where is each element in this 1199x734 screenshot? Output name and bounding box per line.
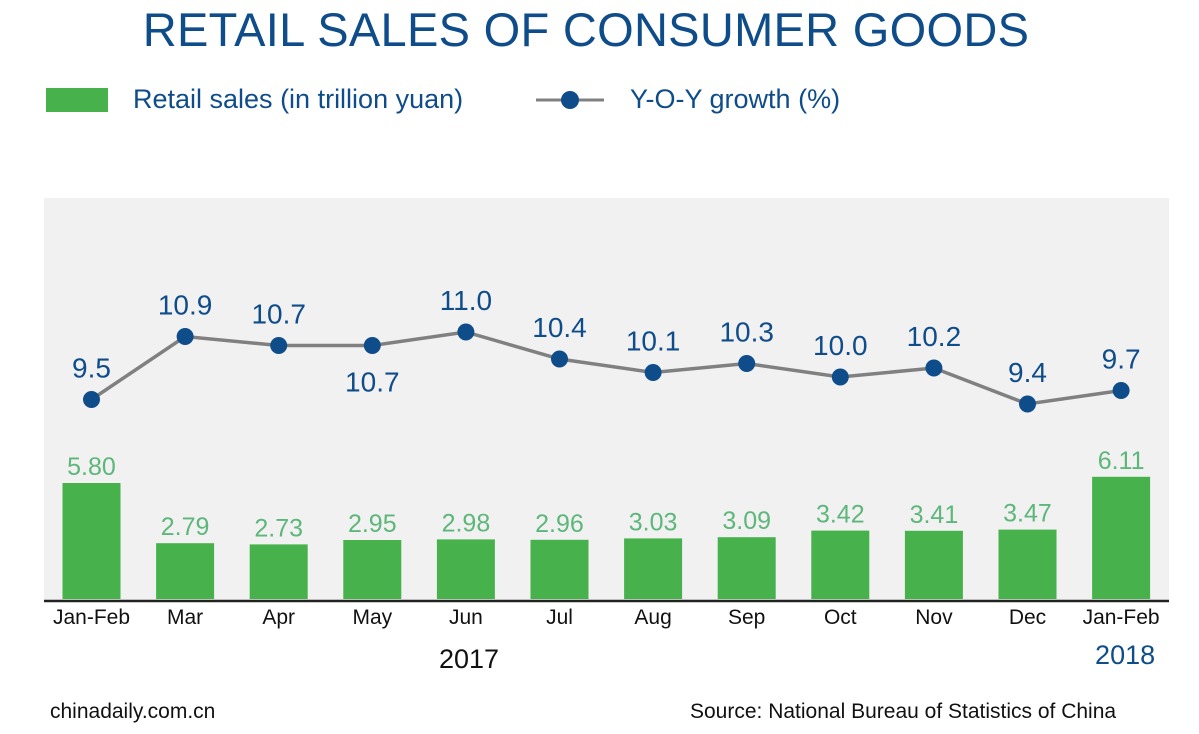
plot-background — [44, 198, 1169, 602]
x-tick-label: Dec — [1009, 606, 1046, 629]
bar-value-label: 5.80 — [67, 453, 116, 481]
bar — [904, 530, 963, 599]
bar — [624, 538, 683, 599]
x-tick-label: Nov — [915, 606, 953, 629]
bar-value-label: 3.47 — [1003, 500, 1052, 528]
growth-point — [457, 323, 475, 341]
x-tick-label: Jun — [449, 606, 483, 629]
bar-value-label: 3.03 — [629, 508, 678, 536]
chart-title: RETAIL SALES OF CONSUMER GOODS — [142, 3, 1030, 56]
bar — [436, 539, 495, 599]
growth-point — [83, 391, 100, 408]
bar-value-label: 2.95 — [348, 510, 397, 538]
bar — [717, 537, 776, 599]
growth-point — [644, 364, 662, 381]
x-tick-label: Jan-Feb — [53, 606, 130, 629]
bar — [249, 544, 308, 599]
x-tick-label: Apr — [262, 606, 295, 629]
growth-value-label: 10.7 — [251, 299, 306, 330]
growth-point — [925, 359, 943, 377]
growth-value-label: 10.1 — [626, 326, 681, 357]
growth-value-label: 10.2 — [907, 321, 962, 352]
growth-point — [363, 337, 381, 354]
bar-value-label: 2.96 — [535, 510, 584, 538]
legend-bar-swatch — [46, 88, 108, 112]
line-layer: 9.5 10.9 10.7 10.7 11.0 10.4 10.1 10.3 10.0 10.2 9… — [72, 285, 1141, 413]
bar — [998, 529, 1057, 599]
ticks-layer: Jan-Feb Mar Apr May Jun Jul Aug Sep Oct Nov Dec Jan… — [53, 606, 1160, 674]
footer-credit: chinadaily.com.cn — [50, 700, 216, 723]
growth-point — [551, 350, 568, 368]
x-tick-label: Oct — [824, 606, 857, 629]
x-tick-label: Mar — [167, 606, 203, 629]
x-tick-label: Aug — [634, 606, 671, 629]
bar — [811, 530, 870, 599]
growth-point — [738, 355, 756, 372]
legend-bars-label: Retail sales (in trillion yuan) — [133, 84, 464, 114]
bar-value-label: 3.09 — [722, 507, 771, 535]
growth-value-label: 9.7 — [1102, 344, 1141, 375]
growth-point — [270, 337, 288, 354]
growth-point — [1019, 395, 1036, 413]
growth-value-label: 10.3 — [719, 317, 774, 348]
bar-value-label: 2.98 — [442, 509, 491, 537]
bar — [343, 540, 402, 599]
bar-value-label: 2.79 — [161, 513, 210, 541]
bars-layer: 5.80 2.79 2.73 2.95 2.98 2.96 3.03 3.09 3.42 3.41… — [62, 447, 1151, 599]
footer-source: Source: National Bureau of Statistics of… — [690, 700, 1117, 723]
x-tick-label: Jan-Feb — [1083, 606, 1160, 629]
growth-value-label: 10.0 — [813, 330, 868, 361]
growth-value-label: 9.5 — [72, 353, 111, 384]
growth-value-label: 10.4 — [532, 312, 587, 343]
growth-value-label: 9.4 — [1008, 357, 1047, 388]
growth-value-label: 11.0 — [440, 285, 492, 316]
legend-line-swatch — [536, 91, 604, 109]
bar — [62, 483, 121, 599]
growth-value-label: 10.7 — [345, 367, 400, 398]
year-label-2018: 2018 — [1095, 640, 1155, 670]
year-label-2017: 2017 — [439, 644, 499, 674]
growth-point — [1112, 382, 1130, 399]
bar — [1092, 476, 1151, 599]
bar-value-label: 2.73 — [254, 514, 303, 542]
growth-point — [176, 328, 194, 345]
legend-line-label: Y-O-Y growth (%) — [630, 84, 841, 114]
x-tick-label: May — [352, 606, 392, 629]
x-tick-label: Sep — [728, 606, 765, 629]
bar-value-label: 6.11 — [1098, 447, 1145, 475]
growth-value-label: 10.9 — [158, 290, 213, 321]
bar — [530, 539, 589, 599]
growth-line — [90, 330, 1122, 406]
bar-value-label: 3.42 — [816, 501, 865, 529]
growth-point — [831, 368, 849, 386]
bar — [156, 543, 215, 599]
x-tick-label: Jul — [546, 606, 573, 629]
bar-value-label: 3.41 — [910, 501, 959, 529]
